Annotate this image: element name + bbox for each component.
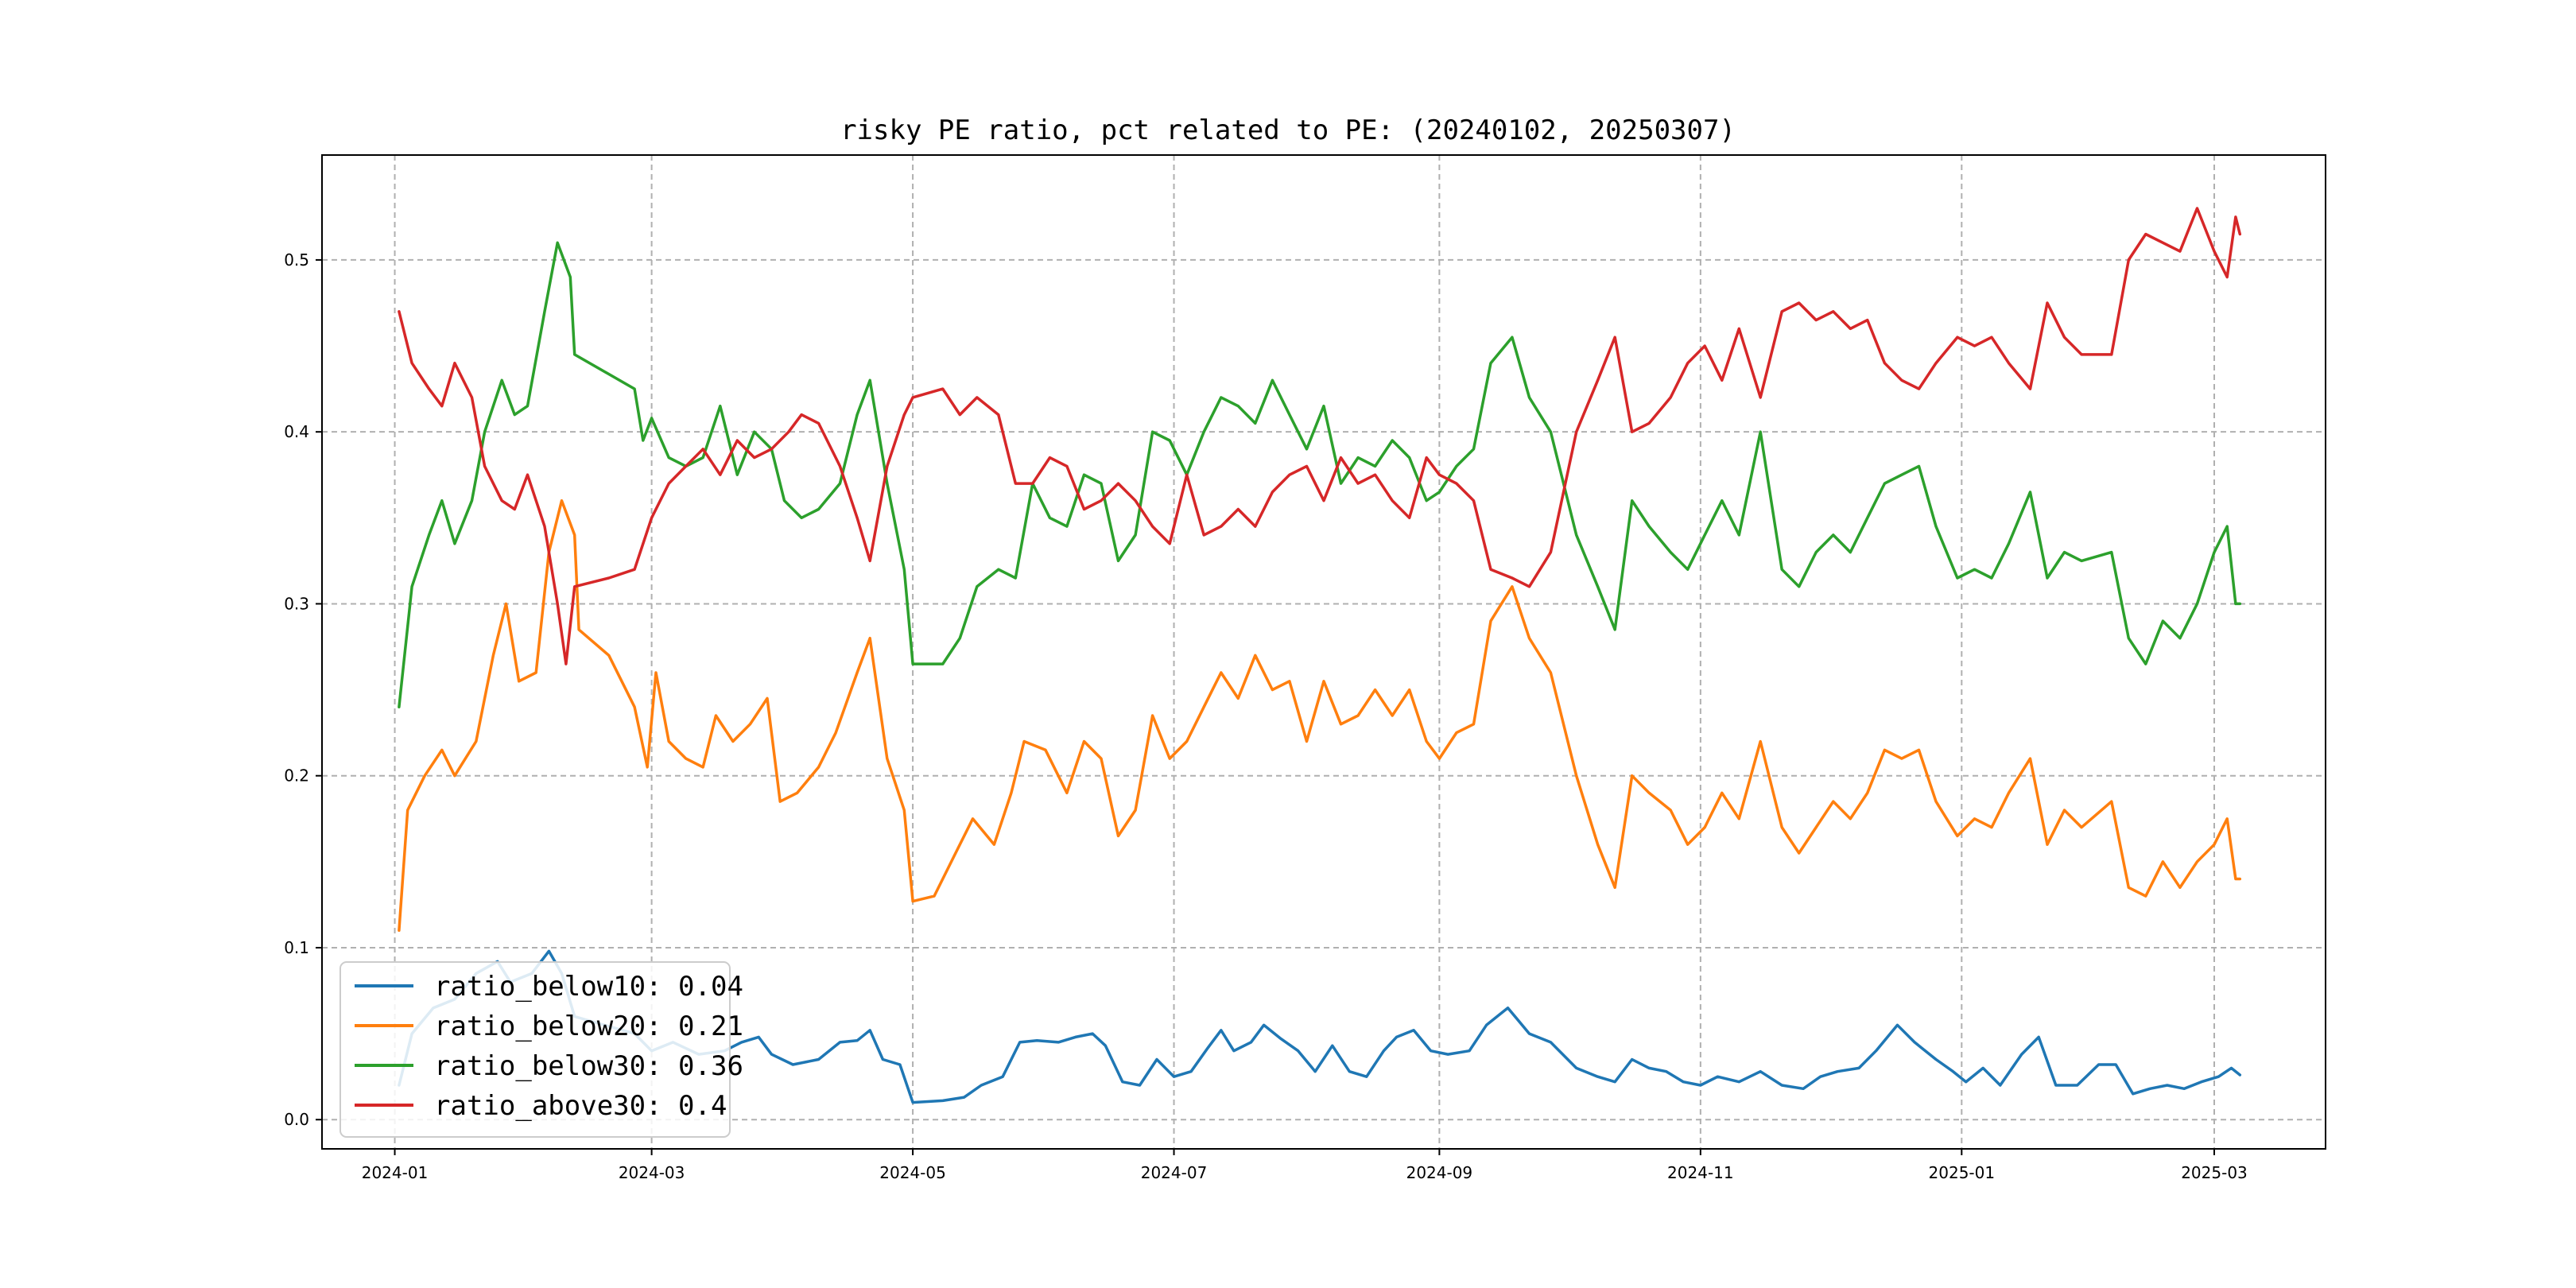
y-tick-label: 0.1 (284, 938, 309, 957)
plot-frame (321, 154, 2326, 1150)
chart-title: risky PE ratio, pct related to PE: (2024… (840, 114, 1736, 146)
x-tick-label: 2024-01 (362, 1163, 429, 1182)
x-tick-label: 2024-09 (1406, 1163, 1473, 1182)
y-tick-label: 0.5 (284, 250, 309, 270)
y-tick-label: 0.0 (284, 1110, 309, 1129)
series-line-ratio-below20 (398, 499, 2242, 933)
x-tick-label: 2024-07 (1141, 1163, 1208, 1182)
series-line-ratio-below10 (398, 949, 2242, 1104)
axes: 2024-01 2024-03 2024-05 2024-07 2024-09 2024-… (284, 250, 2248, 1182)
legend-box (339, 961, 731, 1138)
legend-label-ratio-above30: ratio_above30: 0.4 (434, 1090, 727, 1122)
x-tick-label: 2024-05 (879, 1163, 946, 1182)
grid (322, 155, 2326, 1149)
series-line-ratio-above30 (398, 207, 2242, 665)
y-tick-label: 0.3 (284, 594, 309, 613)
x-tick-label: 2025-01 (1929, 1163, 1996, 1182)
legend-label-ratio-below10: ratio_below10: 0.04 (434, 971, 743, 1003)
series-line-ratio-below30 (398, 241, 2242, 708)
legend: ratio_below10: 0.04 ratio_below20: 0.21 ra… (339, 961, 743, 1138)
x-tick-label: 2024-03 (619, 1163, 685, 1182)
legend-label-ratio-below30: ratio_below30: 0.36 (434, 1050, 743, 1082)
x-tick-label: 2025-03 (2181, 1163, 2248, 1182)
y-tick-label: 0.4 (284, 422, 309, 441)
legend-label-ratio-below20: ratio_below20: 0.21 (434, 1011, 743, 1042)
y-tick-label: 0.2 (284, 766, 309, 786)
x-tick-label: 2024-11 (1667, 1163, 1734, 1182)
series-group (398, 207, 2242, 1104)
